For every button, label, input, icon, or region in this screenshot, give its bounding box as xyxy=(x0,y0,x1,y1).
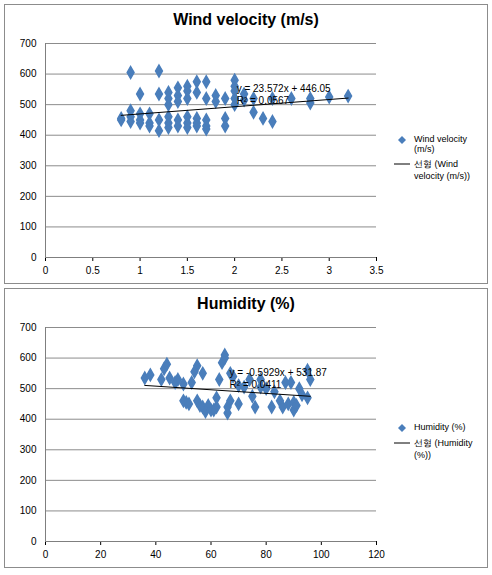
html-text:선형 (Humidity (%)): 선형 (Humidity (%)) xyxy=(414,438,473,460)
svg-text:500: 500 xyxy=(20,99,37,110)
svg-text:100: 100 xyxy=(20,221,37,232)
svg-text:1: 1 xyxy=(137,265,143,276)
svg-text:0: 0 xyxy=(43,265,49,276)
svg-text:100: 100 xyxy=(313,549,330,560)
svg-text:3.5: 3.5 xyxy=(370,265,384,276)
svg-text:400: 400 xyxy=(20,129,37,140)
svg-text:2: 2 xyxy=(232,265,238,276)
html-text:선형 (Wind velocity (m/s)): 선형 (Wind velocity (m/s)) xyxy=(414,158,470,181)
svg-text:1.5: 1.5 xyxy=(180,265,194,276)
svg-text:700: 700 xyxy=(20,38,37,49)
svg-text:600: 600 xyxy=(20,352,37,363)
html-text:Wind velocity (m/s): Wind velocity (m/s) xyxy=(414,133,467,154)
svg-text:2.5: 2.5 xyxy=(275,265,289,276)
svg-text:700: 700 xyxy=(20,322,37,333)
svg-text:0.5: 0.5 xyxy=(86,265,100,276)
svg-text:400: 400 xyxy=(20,413,37,424)
html-text:Humidity (%): Humidity (%) xyxy=(414,422,466,432)
svg-text:120: 120 xyxy=(368,549,385,560)
svg-text:0: 0 xyxy=(31,252,37,263)
svg-text:0: 0 xyxy=(43,549,49,560)
svg-text:R² = 0.0567: R² = 0.0567 xyxy=(237,95,290,106)
svg-text:3: 3 xyxy=(326,265,332,276)
svg-text:0: 0 xyxy=(31,536,37,547)
svg-text:20: 20 xyxy=(95,549,107,560)
svg-text:y = 23.572x + 446.05: y = 23.572x + 446.05 xyxy=(237,83,331,94)
svg-text:200: 200 xyxy=(20,191,37,202)
html-text:Wind velocity (m/s): Wind velocity (m/s) xyxy=(173,11,319,28)
svg-text:80: 80 xyxy=(261,549,273,560)
svg-text:y = -0.5929x + 531.87: y = -0.5929x + 531.87 xyxy=(230,367,328,378)
svg-text:40: 40 xyxy=(150,549,162,560)
html-text:Humidity (%): Humidity (%) xyxy=(197,295,295,312)
svg-text:100: 100 xyxy=(20,505,37,516)
svg-text:R² = 0.0411: R² = 0.0411 xyxy=(230,379,282,390)
svg-text:600: 600 xyxy=(20,68,37,79)
svg-text:500: 500 xyxy=(20,383,37,394)
svg-text:60: 60 xyxy=(205,549,217,560)
svg-text:300: 300 xyxy=(20,160,37,171)
svg-text:200: 200 xyxy=(20,475,37,486)
svg-text:300: 300 xyxy=(20,444,37,455)
